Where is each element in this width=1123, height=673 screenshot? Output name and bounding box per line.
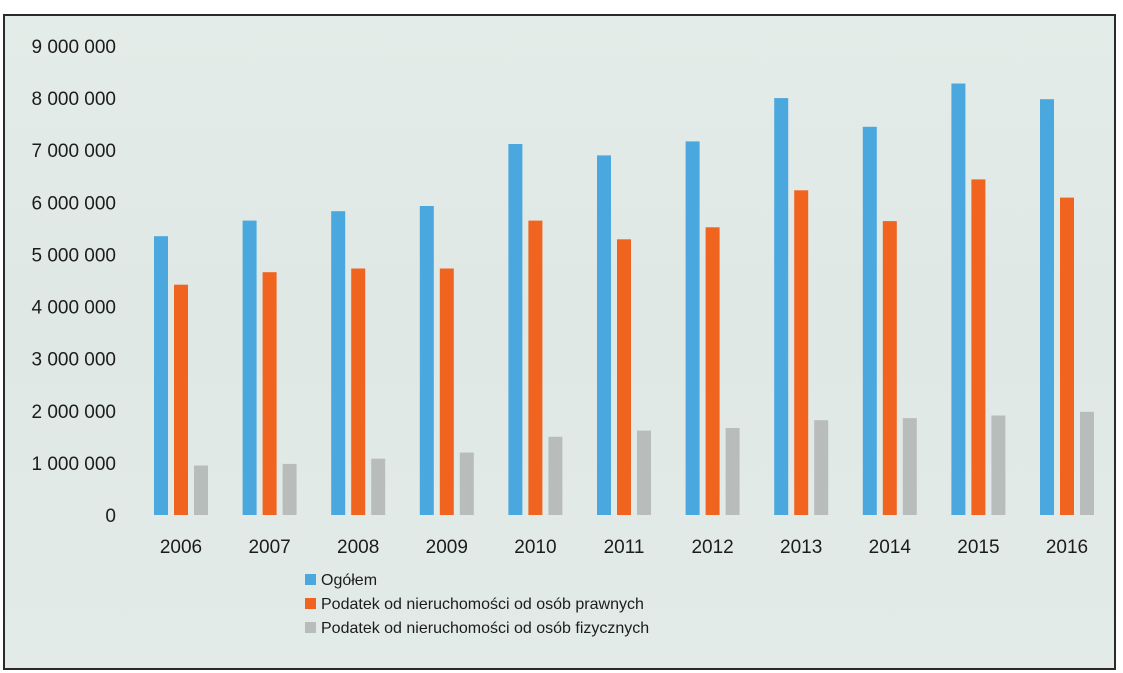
bar-osoby-prawne-2012 bbox=[705, 227, 720, 516]
x-tick-label: 2009 bbox=[426, 537, 468, 558]
bar-osoby-fizyczne-2010 bbox=[548, 436, 563, 515]
bar-osoby-fizyczne-2009 bbox=[459, 452, 474, 515]
bar-osoby-prawne-2010 bbox=[528, 220, 543, 515]
x-tick-label: 2014 bbox=[869, 537, 912, 558]
bar-osoby-prawne-2011 bbox=[617, 239, 631, 516]
x-tick-label: 2010 bbox=[514, 537, 556, 558]
bar-osoby-prawne-2014 bbox=[882, 221, 897, 515]
x-tick-label: 2012 bbox=[691, 537, 733, 558]
bar-ogolem-2012 bbox=[685, 141, 700, 515]
bar-osoby-fizyczne-2007 bbox=[282, 463, 297, 515]
y-tick-label: 4 000 000 bbox=[31, 298, 116, 319]
bar-ogolem-2014 bbox=[862, 126, 877, 516]
x-tick-label: 2007 bbox=[248, 537, 290, 558]
bar-ogolem-2011 bbox=[597, 155, 611, 515]
legend-label: Ogółem bbox=[321, 572, 377, 589]
x-tick-label: 2016 bbox=[1046, 537, 1088, 558]
y-tick-label: 9 000 000 bbox=[31, 37, 116, 58]
bar-ogolem-2015 bbox=[951, 83, 966, 515]
legend: Ogółem Podatek od nieruchomości od osób p… bbox=[305, 572, 649, 637]
x-tick-label: 2008 bbox=[337, 537, 379, 558]
bar-osoby-fizyczne-2015 bbox=[991, 415, 1006, 515]
bar-osoby-fizyczne-2008 bbox=[371, 458, 386, 515]
x-tick-label: 2013 bbox=[780, 537, 822, 558]
y-tick-label: 7 000 000 bbox=[31, 141, 116, 162]
bar-osoby-prawne-2013 bbox=[794, 190, 809, 516]
y-tick-label: 0 bbox=[105, 506, 116, 527]
bar-osoby-fizyczne-2016 bbox=[1080, 411, 1094, 515]
x-tick-label: 2006 bbox=[160, 537, 202, 558]
y-axis-ticks: 0 1 000 000 2 000 000 3 000 000 4 000 000 5 0… bbox=[31, 37, 116, 527]
bar-ogolem-2009 bbox=[419, 206, 434, 515]
bar-osoby-prawne-2009 bbox=[439, 268, 454, 515]
bar-osoby-prawne-2006 bbox=[174, 284, 188, 515]
legend-label: Podatek od nieruchomości od osób fizyczn… bbox=[321, 620, 649, 637]
legend-label: Podatek od nieruchomości od osób prawnyc… bbox=[321, 596, 644, 613]
bar-chart: 0 1 000 000 2 000 000 3 000 000 4 000 000 5 0… bbox=[31, 37, 1094, 637]
x-axis-ticks: 2006 2007 2008 2009 2010 2011 2012 2013 2014 2015… bbox=[160, 537, 1088, 558]
bar-osoby-prawne-2008 bbox=[351, 268, 366, 515]
bar-ogolem-2008 bbox=[331, 211, 346, 515]
bar-osoby-fizyczne-2006 bbox=[194, 465, 208, 515]
legend-swatch bbox=[305, 598, 316, 609]
bar-ogolem-2006 bbox=[154, 236, 168, 515]
legend-swatch bbox=[305, 622, 316, 633]
y-tick-label: 8 000 000 bbox=[31, 89, 116, 110]
bar-ogolem-2010 bbox=[508, 144, 523, 515]
x-tick-label: 2015 bbox=[957, 537, 999, 558]
y-tick-label: 3 000 000 bbox=[31, 350, 116, 371]
bar-osoby-prawne-2015 bbox=[971, 179, 986, 515]
bar-osoby-fizyczne-2014 bbox=[902, 418, 917, 515]
legend-swatch bbox=[305, 574, 316, 585]
bar-osoby-fizyczne-2012 bbox=[725, 428, 740, 515]
y-tick-label: 5 000 000 bbox=[31, 245, 116, 266]
bar-ogolem-2016 bbox=[1040, 99, 1054, 515]
y-tick-label: 6 000 000 bbox=[31, 193, 116, 214]
bar-series-group bbox=[154, 83, 1094, 516]
bar-ogolem-2013 bbox=[774, 98, 789, 515]
bar-ogolem-2007 bbox=[242, 220, 257, 515]
bar-osoby-prawne-2016 bbox=[1060, 197, 1074, 515]
chart-frame: 0 1 000 000 2 000 000 3 000 000 4 000 000 5 0… bbox=[3, 14, 1116, 670]
bar-osoby-prawne-2007 bbox=[262, 272, 277, 515]
y-tick-label: 1 000 000 bbox=[31, 454, 116, 475]
bar-osoby-fizyczne-2011 bbox=[637, 430, 651, 515]
y-tick-label: 2 000 000 bbox=[31, 402, 116, 423]
bar-osoby-fizyczne-2013 bbox=[814, 420, 829, 515]
x-tick-label: 2011 bbox=[604, 537, 645, 558]
